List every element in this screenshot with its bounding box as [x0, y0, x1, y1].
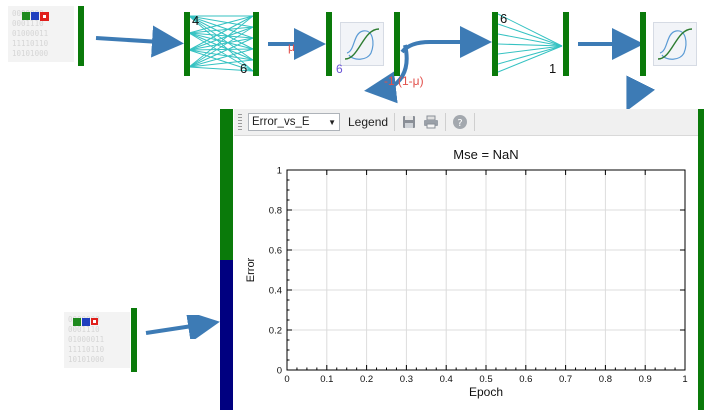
print-button[interactable]: [423, 114, 439, 130]
y-tick-label: 0: [277, 366, 282, 377]
y-tick-label: 0.4: [269, 286, 282, 297]
chart-panel-left-bar-green[interactable]: [220, 109, 233, 260]
layer2-output-count: 1: [549, 61, 557, 76]
layer1-output-bar[interactable]: [253, 12, 259, 76]
binary-line: 11110110: [68, 345, 105, 354]
layer1-output-count: 6: [240, 61, 248, 76]
fan-in-connections-layer2: [497, 13, 563, 73]
chart-panel-left-bar-blue[interactable]: [220, 260, 233, 410]
sigmoid-curve-icon: [657, 28, 693, 60]
flow-arrow: [95, 25, 184, 58]
binary-line: 01000011: [68, 335, 105, 344]
x-tick-label: 0.5: [479, 374, 492, 385]
chart-panel-right-bar[interactable]: [698, 109, 704, 410]
pipeline-diagram: [95, 13, 656, 110]
target-data-icon: [73, 318, 98, 326]
flow-arrow: [145, 315, 220, 339]
legend-button-label: Legend: [348, 115, 389, 129]
toolbar-grip[interactable]: [238, 114, 242, 130]
y-tick-label: 0.8: [269, 206, 282, 217]
binary-line: 0001110: [68, 325, 100, 334]
green-square-icon: [73, 318, 81, 326]
feedback-arrow: [364, 44, 409, 104]
chevron-down-icon: ▼: [328, 117, 336, 127]
binary-line: 11110110: [12, 39, 49, 48]
x-tick-label: 0.9: [639, 374, 652, 385]
x-tick-label: 0.2: [360, 374, 373, 385]
chart-title: Mse = NaN: [453, 147, 518, 162]
toolbar-separator: [474, 113, 476, 131]
x-tick-label: 1: [682, 374, 687, 385]
help-icon: ?: [453, 115, 468, 129]
x-tick-label: 0.4: [440, 374, 453, 385]
x-tick-label: 0.8: [599, 374, 612, 385]
input-node-bar[interactable]: [78, 6, 84, 66]
red-square-icon: [91, 318, 98, 325]
blue-square-icon: [31, 12, 39, 20]
binary-line: 10101000: [12, 49, 49, 58]
binary-line: 01000011: [12, 29, 49, 38]
binary-line: 10101000: [68, 355, 105, 364]
printer-icon: [424, 115, 439, 129]
error-chart-svg: 0 0.1 0.2 0.3 0.4 0.5 0.6 0.7 0.8 0.9 1 0 0.2 0.4 0.6 0…: [245, 147, 688, 399]
green-square-icon: [22, 12, 30, 20]
binary-line: 0001110: [12, 19, 44, 28]
series-select-value: Error_vs_E: [252, 116, 310, 128]
blue-square-icon: [82, 318, 90, 326]
sigmoid-curve-icon: [344, 28, 380, 60]
activation2-function-box[interactable]: [653, 22, 697, 66]
x-tick-label: 0.3: [400, 374, 413, 385]
activation1-right-bar[interactable]: [394, 12, 400, 76]
layer1-input-bar[interactable]: [184, 12, 190, 76]
target-node-bar[interactable]: [131, 308, 137, 372]
target-arrow-svg: [145, 315, 220, 339]
legend-button[interactable]: Legend: [348, 115, 388, 129]
flow-arrow: [400, 26, 492, 58]
svg-text:?: ?: [457, 118, 462, 129]
chart-toolbar: Error_vs_E ▼ Legend ?: [234, 109, 698, 136]
layer1-input-count: 4: [192, 13, 200, 28]
input-data-icon: [22, 12, 49, 21]
error-chart[interactable]: 0 0.1 0.2 0.3 0.4 0.5 0.6 0.7 0.8 0.9 1 0 0.2 0.4 0.6 0…: [234, 136, 698, 406]
dense-connections-layer1: [188, 15, 254, 72]
toolbar-separator: [394, 113, 396, 131]
layer2-input-bar[interactable]: [492, 12, 498, 76]
layer2-input-count: 6: [500, 11, 508, 26]
red-square-icon: [40, 12, 49, 21]
y-tick-label: 0.2: [269, 326, 282, 337]
flow-arrow: [626, 75, 656, 110]
activation1-left-bar[interactable]: [326, 12, 332, 76]
help-button[interactable]: ?: [452, 114, 468, 130]
feedback-label: -1 (1-μ): [384, 74, 424, 88]
series-select[interactable]: Error_vs_E ▼: [248, 113, 340, 131]
activation2-left-bar[interactable]: [640, 12, 646, 76]
save-button[interactable]: [401, 114, 417, 130]
activation1-count: 6: [336, 62, 343, 76]
layer2-output-bar[interactable]: [563, 12, 569, 76]
y-tick-label: 1: [277, 166, 282, 177]
x-tick-label: 0: [284, 374, 289, 385]
y-tick-label: 0.6: [269, 246, 282, 257]
mu-label: μ: [288, 40, 295, 54]
y-axis-label: Error: [245, 257, 257, 282]
floppy-disk-icon: [403, 116, 416, 128]
activation1-function-box[interactable]: [340, 22, 384, 66]
x-tick-label: 0.1: [320, 374, 333, 385]
x-axis-label: Epoch: [469, 385, 503, 399]
x-tick-label: 0.7: [559, 374, 572, 385]
toolbar-separator: [445, 113, 447, 131]
x-tick-label: 0.6: [519, 374, 532, 385]
